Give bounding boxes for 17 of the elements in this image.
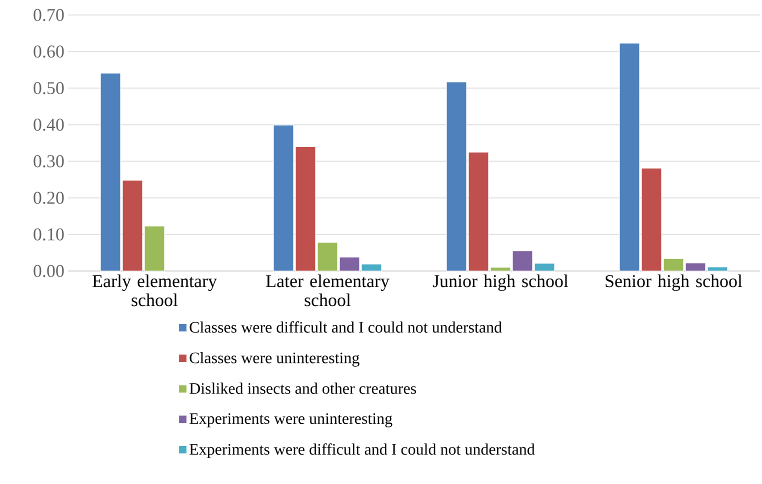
y-tick-label: 0.20 xyxy=(34,192,64,204)
x-tick-label: Later elementary school xyxy=(266,274,390,306)
legend-label: Experiments were difficult and I could not understand xyxy=(190,443,535,458)
x-tick-label: Early elementary school xyxy=(92,274,217,306)
y-tick-label: 0.30 xyxy=(34,155,64,168)
y-tick-label: 0.40 xyxy=(34,118,64,131)
y-tick-label: 0.70 xyxy=(34,8,64,22)
x-tick-label: Senior high school xyxy=(606,274,742,291)
y-tick-label: 0.60 xyxy=(34,45,64,58)
legend-label: Disliked insects and other creatures xyxy=(190,382,416,394)
legend-label: Classes were uninteresting xyxy=(190,352,360,367)
y-tick-label: 0.00 xyxy=(34,264,64,278)
legend-label: Classes were difficult and I could not understand xyxy=(190,321,502,333)
x-tick-label: Junior high school xyxy=(432,274,568,291)
legend-label: Experiments were uninteresting xyxy=(190,413,392,428)
y-tick-label: 0.50 xyxy=(34,82,64,94)
y-tick-label: 0.10 xyxy=(34,228,64,241)
